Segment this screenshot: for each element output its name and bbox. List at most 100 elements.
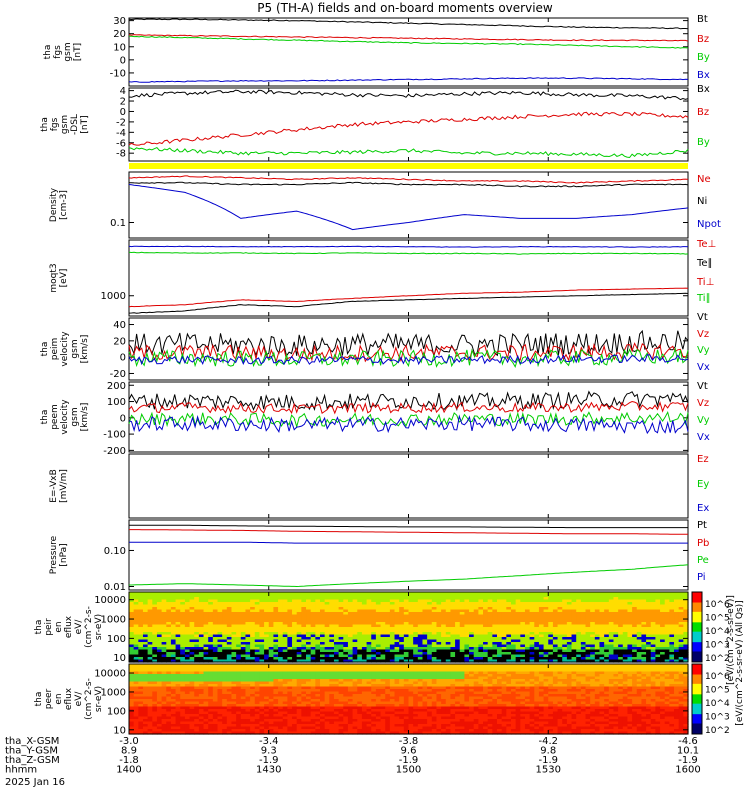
spectrogram-cell [175,684,181,688]
spectrogram-cell [236,666,242,670]
spectrogram-cell [129,654,135,658]
spectrogram-cell [660,624,666,628]
spectrogram-cell [543,664,549,668]
spectrogram-cell [576,599,582,603]
spectrogram-cell [618,689,624,693]
legend-entry: Bz [697,34,709,45]
spectrogram-cell [445,689,452,693]
spectrogram-cell [194,659,200,663]
spectrogram-cell [403,592,410,596]
spectrogram-cell [436,602,442,606]
spectrogram-cell [529,592,535,596]
spectrogram-cell [510,652,517,656]
spectrogram-cell [669,639,675,643]
spectrogram-cell [170,686,177,690]
spectrogram-cell [403,647,410,651]
spectrogram-cell [371,622,377,626]
spectrogram-cell [483,617,489,621]
spectrogram-cell [273,639,279,643]
spectrogram-cell [198,629,205,633]
spectrogram-cell [441,679,447,683]
spectrogram-cell [287,617,293,621]
spectrogram-cell [571,654,577,658]
spectrogram-cell [245,659,251,663]
spectrogram-cell [292,647,298,651]
spectrogram-cell [674,622,680,626]
spectrogram-cell [282,657,288,661]
spectrogram-cell [576,639,582,643]
spectrogram-cell [240,614,247,618]
y-tick-label: -10 [110,68,126,79]
spectrogram-cell [669,619,675,623]
spectrogram-cell [287,654,293,658]
spectrogram-cell [529,686,535,690]
spectrogram-cell [236,689,242,693]
spectrogram-cell [394,599,400,603]
spectrogram-cell [296,684,302,688]
spectrogram-cell [613,684,619,688]
spectrogram-cell [529,604,535,608]
spectrogram-cell [450,594,456,598]
spectrogram-cell [580,609,587,613]
spectrogram-cell [664,657,670,661]
spectrogram-cell [156,627,163,631]
spectrogram-cell [646,617,652,621]
spectrogram-cell [226,639,233,643]
spectrogram-cell [389,666,396,670]
spectrogram-cell [329,624,335,628]
spectrogram-cell [385,684,391,688]
spectrogram-cell [506,689,512,693]
spectrogram-cell [296,629,302,633]
spectrogram-cell [562,634,568,638]
spectrogram-cell [343,647,349,651]
spectrogram-cell [273,634,279,638]
spectrogram-cell [366,659,372,663]
spectrogram-cell [324,592,330,596]
spectrogram-cell [534,634,540,638]
spectrogram-cell [357,674,363,678]
spectrogram-cell [357,666,363,670]
spectrogram-cell [515,686,521,690]
spectrogram-cell [576,614,582,618]
spectrogram-cell [492,624,498,628]
spectrogram-cell [478,681,484,685]
spectrogram-cell [287,659,293,663]
spectrogram-cell [156,647,163,651]
spectrogram-cell [152,681,158,685]
spectrogram-cell [296,666,302,670]
spectrogram-cell [278,652,284,656]
spectrogram-cell [483,674,489,678]
spectrogram-cell [408,597,414,601]
spectrogram-cell [287,634,293,638]
spectrogram-cell [464,594,470,598]
spectrogram-cell [622,652,629,656]
spectrogram-cell [138,639,144,643]
spectrogram-cell [222,592,228,596]
spectrogram-cell [585,629,591,633]
spectrogram-cell [427,604,433,608]
spectrogram-cell [315,669,321,673]
spectrogram-cell [254,674,261,678]
spectrogram-cell [441,644,447,648]
spectrogram-cell [156,686,163,690]
spectrogram-cell [170,599,177,603]
spectrogram-cell [478,669,484,673]
spectrogram-cell [450,627,456,631]
spectrogram-cell [161,644,167,648]
spectrogram-cell [180,614,186,618]
spectrogram-cell [385,629,391,633]
spectrogram-cell [622,657,629,661]
spectrogram-cell [487,652,493,656]
spectrogram-cell [538,644,545,648]
spectrogram-cell [399,597,405,601]
spectrogram-cell [217,632,223,636]
panel-frame [128,317,689,381]
spectrogram-cell [441,624,447,628]
spectrogram-cell [333,612,340,616]
spectrogram-cell [413,679,419,683]
spectrogram-cell [357,614,363,618]
spectrogram-cell [296,614,302,618]
spectrogram-cell [278,669,284,673]
spectrogram-cell [427,647,433,651]
spectrogram-cell [292,617,298,621]
